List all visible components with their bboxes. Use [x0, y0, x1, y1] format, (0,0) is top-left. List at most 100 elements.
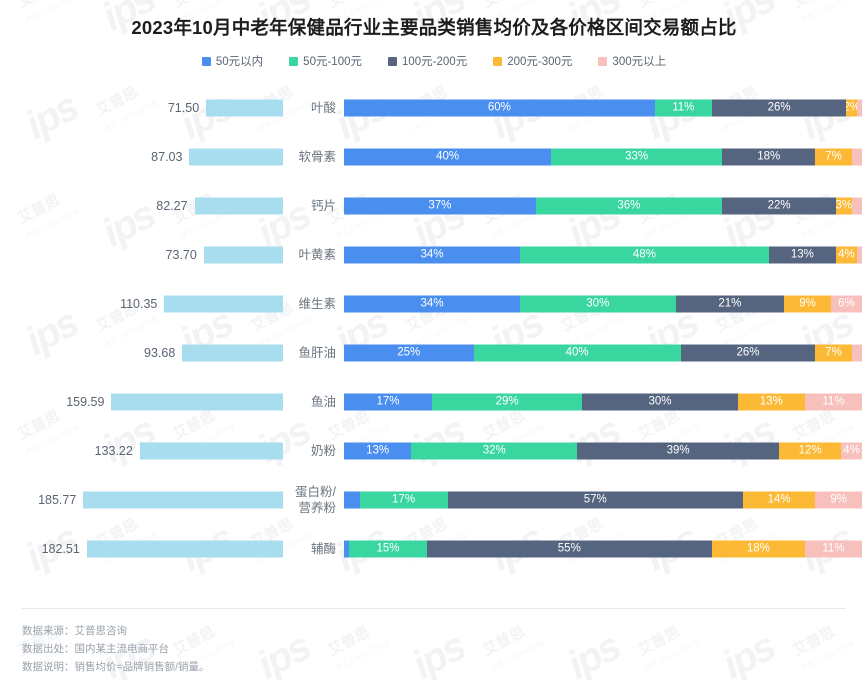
- stacked-bar-zone: 17% 29% 30% 13% 11%: [340, 378, 862, 426]
- stacked-bar-segment[interactable]: 34%: [344, 295, 521, 313]
- category-label-line: 叶黄素: [298, 248, 336, 262]
- avg-price-bar[interactable]: [139, 442, 283, 460]
- stacked-bar-segment[interactable]: 6%: [830, 295, 862, 313]
- segment-value-label: 7%: [825, 150, 842, 163]
- stacked-bar-segment[interactable]: 26%: [680, 344, 816, 362]
- watermark-cn-text: 艾普思: [789, 0, 839, 12]
- stacked-bar-segment[interactable]: [856, 246, 862, 264]
- avg-price-bar[interactable]: [111, 393, 283, 411]
- stacked-bar-segment[interactable]: 12%: [779, 442, 842, 460]
- chart-row: 71.50 叶酸 60% 11% 26% 2%: [0, 84, 868, 132]
- stacked-bar-segment[interactable]: 13%: [344, 442, 412, 460]
- avg-price-bar[interactable]: [182, 344, 283, 362]
- segment-value-label: 48%: [632, 248, 656, 261]
- avg-price-bar-zone: 73.70: [0, 231, 284, 279]
- avg-price-bar[interactable]: [83, 491, 283, 509]
- stacked-bar-segment[interactable]: 2%: [846, 99, 857, 117]
- stacked-bar-segment[interactable]: 55%: [426, 540, 712, 558]
- segment-value-label: 18%: [746, 542, 770, 555]
- stacked-bar-segment[interactable]: 13%: [737, 393, 805, 411]
- stacked-bar-segment[interactable]: 25%: [344, 344, 474, 362]
- stacked-bar-segment[interactable]: 29%: [432, 393, 583, 411]
- segment-value-label: 18%: [757, 150, 781, 163]
- avg-price-bar[interactable]: [203, 246, 283, 264]
- stacked-bar-segment[interactable]: [856, 99, 862, 117]
- legend-swatch-icon: [289, 56, 299, 66]
- stacked-bar-segment[interactable]: 30%: [582, 393, 738, 411]
- watermark-cn-text: 艾普思: [480, 623, 528, 660]
- stacked-bar-segment[interactable]: [344, 540, 350, 558]
- stacked-bar-segment[interactable]: 39%: [577, 442, 780, 460]
- watermark-logo: ips: [405, 624, 472, 680]
- avg-price-value-label: 93.68: [144, 346, 176, 360]
- legend-swatch-icon: [387, 56, 397, 66]
- watermark-cn-text: 艾普思: [324, 0, 374, 12]
- stacked-bar-segment[interactable]: 60%: [344, 99, 655, 117]
- stacked-bar-segment[interactable]: [344, 491, 360, 509]
- watermark-logo: ips: [0, 624, 7, 680]
- stacked-bar-segment[interactable]: [851, 344, 862, 362]
- stacked-bar-segment[interactable]: 11%: [804, 540, 862, 558]
- stacked-bar-segment[interactable]: 40%: [344, 148, 552, 166]
- stacked-bar-segment[interactable]: 4%: [841, 442, 862, 460]
- stacked-bar-segment[interactable]: 48%: [520, 246, 769, 264]
- category-label: 叶黄素: [284, 231, 340, 279]
- stacked-bar-segment[interactable]: [851, 197, 862, 215]
- stacked-bar-segment[interactable]: 17%: [359, 491, 448, 509]
- stacked-bar-segment[interactable]: 32%: [411, 442, 578, 460]
- avg-price-bar[interactable]: [194, 197, 283, 215]
- segment-value-label: 39%: [666, 444, 690, 457]
- stacked-bar-segment[interactable]: 7%: [815, 148, 852, 166]
- legend-item[interactable]: 50元-100元: [289, 53, 362, 69]
- stacked-bar-segment[interactable]: 34%: [344, 246, 521, 264]
- segment-value-label: 3%: [836, 199, 852, 212]
- stacked-bar-segment[interactable]: 22%: [722, 197, 837, 215]
- legend-item[interactable]: 50元以内: [201, 53, 263, 69]
- stacked-bar-segment[interactable]: 33%: [551, 148, 723, 166]
- watermark-en-text: IPS Consulting: [333, 637, 391, 674]
- segment-value-label: 9%: [799, 297, 816, 310]
- chart-row: 133.22 奶粉 13% 32% 39% 12% 4%: [0, 427, 868, 475]
- watermark-logo: ips: [715, 624, 782, 680]
- legend-swatch-icon: [201, 56, 211, 66]
- legend-item[interactable]: 100元-200元: [387, 53, 467, 69]
- stacked-bar-segment[interactable]: 13%: [768, 246, 837, 264]
- category-label: 蛋白粉/营养粉: [284, 476, 340, 524]
- stacked-bar-segment[interactable]: 14%: [742, 491, 816, 509]
- stacked-bar-segment[interactable]: 9%: [784, 295, 831, 313]
- stacked-bar-segment[interactable]: 18%: [711, 540, 805, 558]
- chart-row: 73.70 叶黄素 34% 48% 13% 4%: [0, 231, 868, 279]
- segment-value-label: 29%: [495, 395, 519, 408]
- segment-value-label: 14%: [767, 493, 791, 506]
- stacked-bar-segment[interactable]: 57%: [447, 491, 743, 509]
- avg-price-bar[interactable]: [206, 99, 283, 117]
- stacked-bar-zone: 25% 40% 26% 7%: [340, 329, 862, 377]
- legend-item[interactable]: 200元-300元: [493, 53, 572, 69]
- stacked-bar-segment[interactable]: [851, 148, 862, 166]
- stacked-bar-segment[interactable]: 3%: [836, 197, 852, 215]
- stacked-bar-segment[interactable]: 11%: [654, 99, 712, 117]
- stacked-bar-segment[interactable]: 4%: [836, 246, 857, 264]
- stacked-bar: 60% 11% 26% 2%: [344, 99, 862, 117]
- stacked-bar-segment[interactable]: 18%: [722, 148, 816, 166]
- stacked-bar-segment[interactable]: 7%: [815, 344, 852, 362]
- avg-price-bar[interactable]: [86, 540, 283, 558]
- stacked-bar-segment[interactable]: 36%: [535, 197, 723, 215]
- avg-price-bar-zone: 110.35: [0, 280, 284, 328]
- segment-value-label: 26%: [736, 346, 760, 359]
- stacked-bar-segment[interactable]: 11%: [804, 393, 862, 411]
- avg-price-bar[interactable]: [164, 295, 283, 313]
- stacked-bar-segment[interactable]: 26%: [711, 99, 847, 117]
- stacked-bar-segment[interactable]: 30%: [520, 295, 676, 313]
- stacked-bar-segment[interactable]: 40%: [473, 344, 681, 362]
- legend-item[interactable]: 300元以上: [598, 53, 666, 69]
- stacked-bar-segment[interactable]: 15%: [349, 540, 427, 558]
- stacked-bar-segment[interactable]: 17%: [344, 393, 433, 411]
- stacked-bar-segment[interactable]: 37%: [344, 197, 536, 215]
- avg-price-value-label: 73.70: [165, 248, 197, 262]
- avg-price-bar[interactable]: [189, 148, 283, 166]
- stacked-bar-segment[interactable]: 21%: [675, 295, 785, 313]
- stacked-bar-segment[interactable]: 9%: [815, 491, 862, 509]
